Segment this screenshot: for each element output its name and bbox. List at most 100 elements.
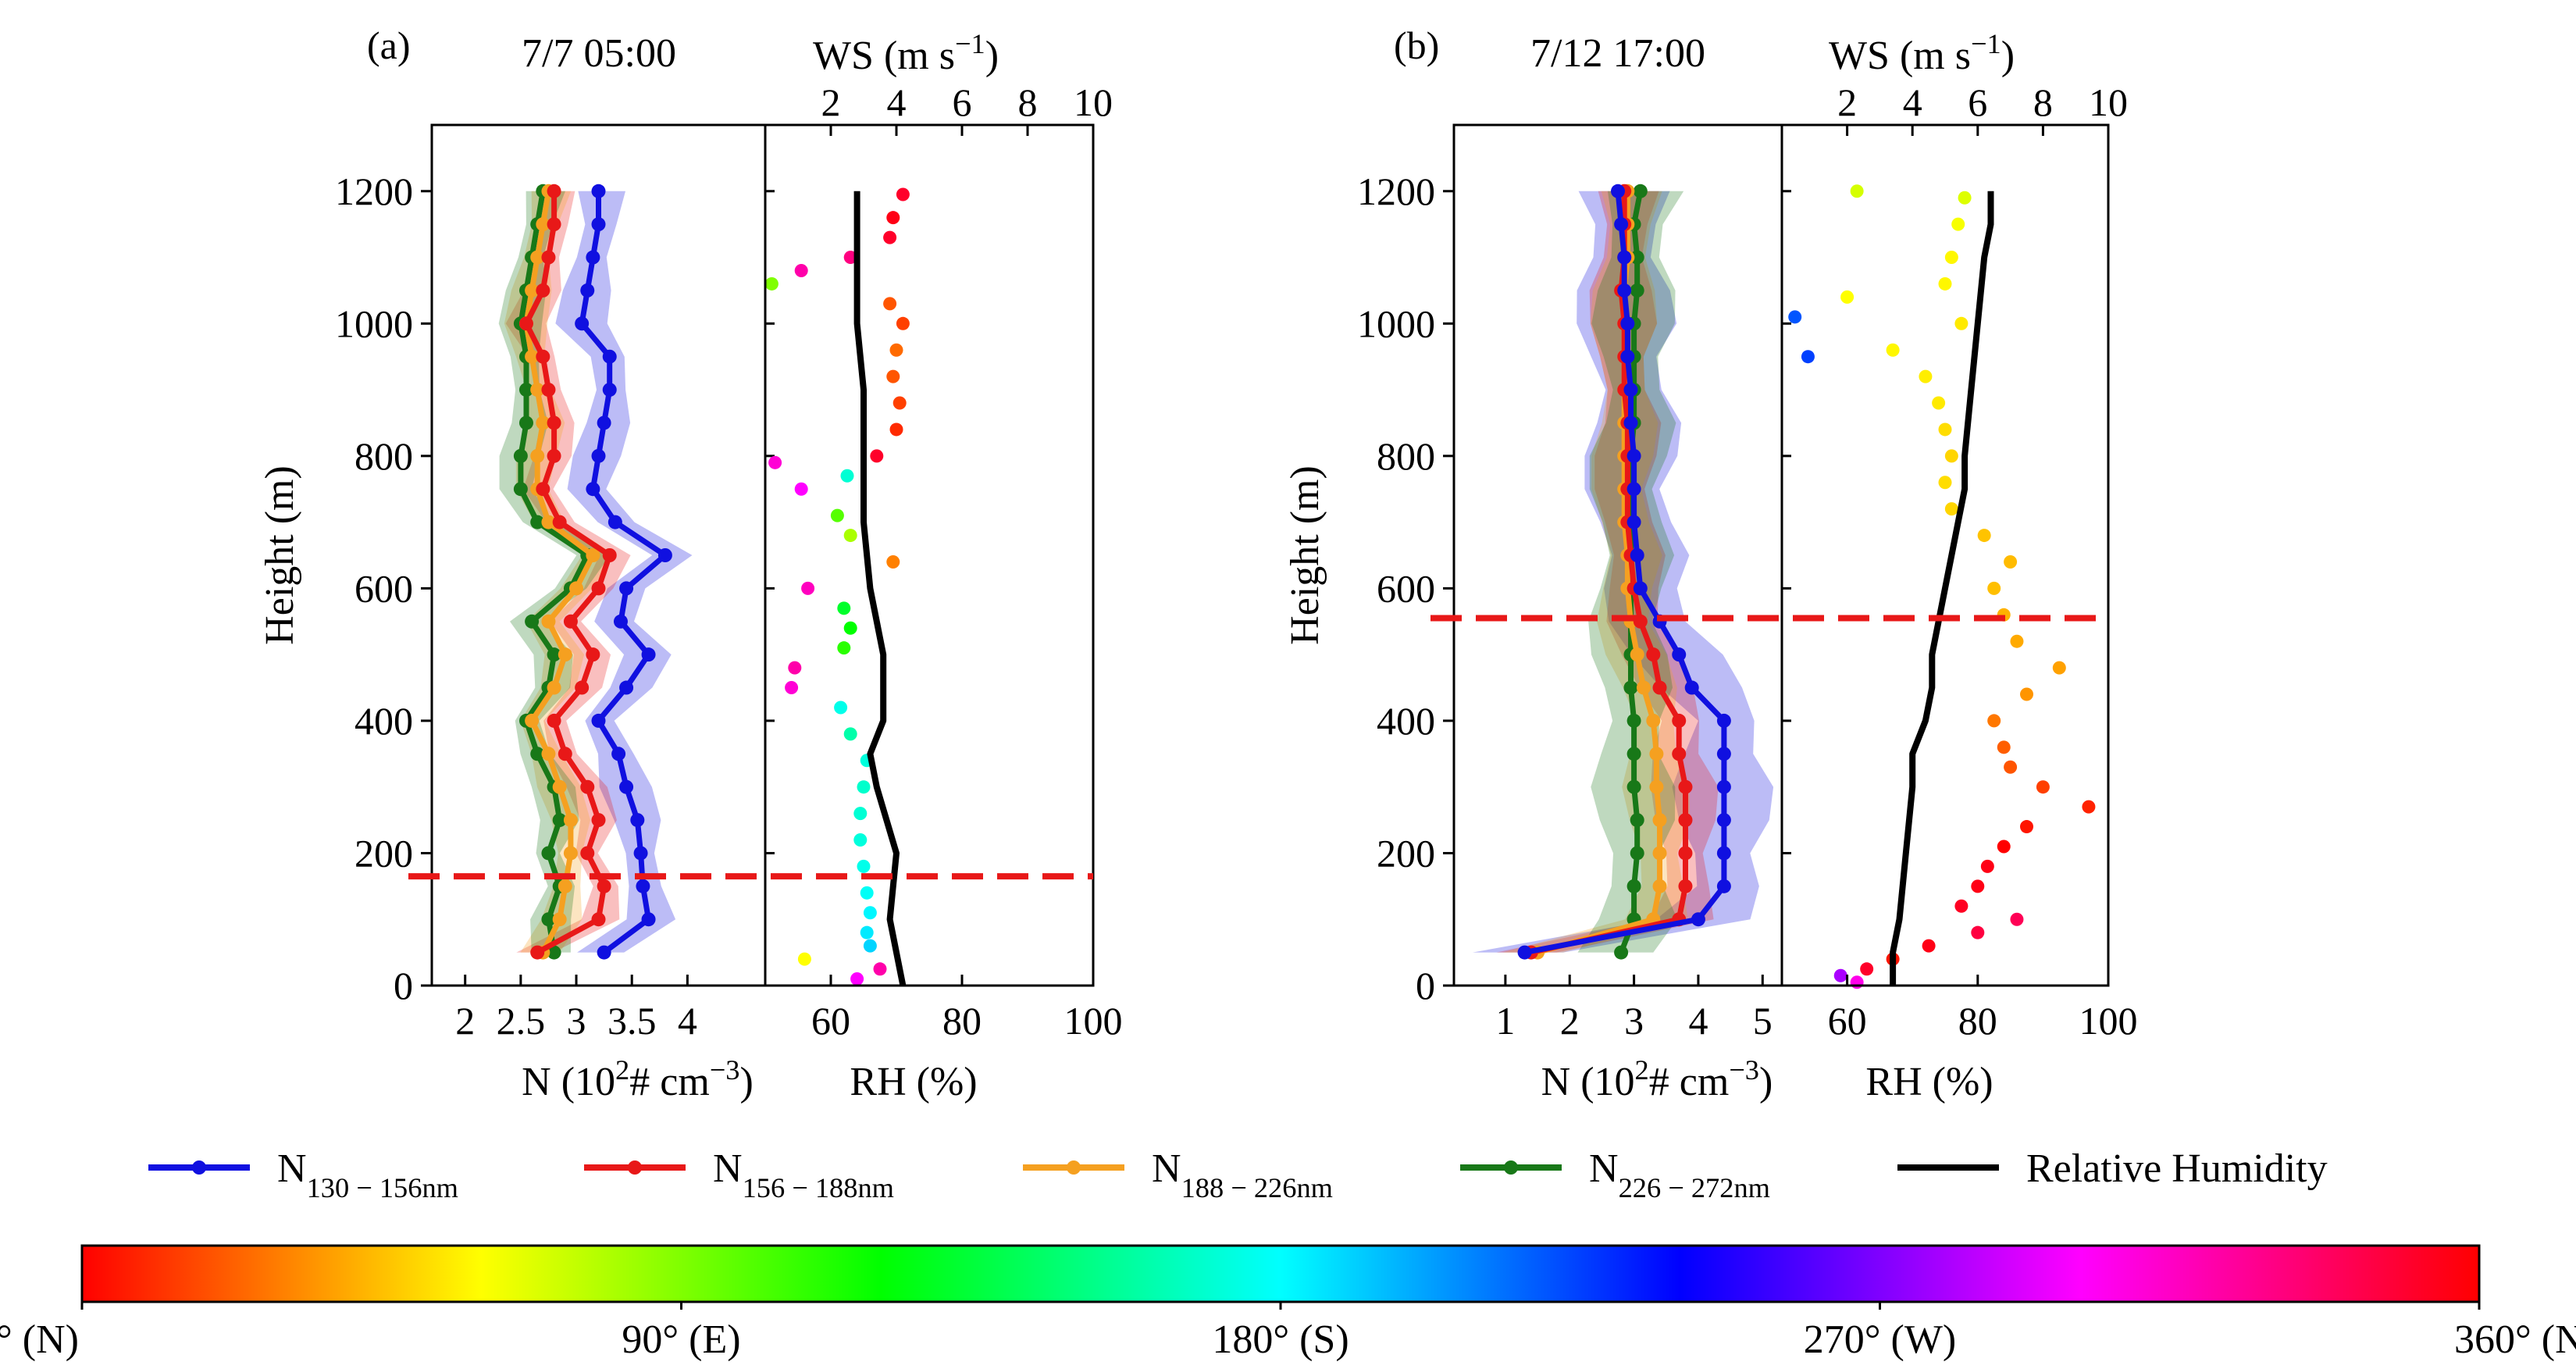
wind-speed-point — [889, 422, 903, 437]
data-point-n130 — [607, 515, 622, 529]
data-point-n156 — [580, 846, 595, 861]
legend-item-n156: N156 − 188nm — [584, 1146, 894, 1203]
panel-a: (a) 7/7 05:00 Height (m) 0 200 400 600 800 1000 1… — [258, 23, 1123, 1104]
data-point-n226 — [547, 945, 561, 960]
data-point-n156 — [558, 747, 572, 761]
data-point-n226 — [1626, 713, 1641, 728]
ws-tick-label: 8 — [2033, 80, 2053, 124]
wind-speed-point — [870, 449, 884, 463]
data-point-n156 — [1678, 779, 1693, 794]
data-point-n130 — [1617, 283, 1632, 298]
data-point-n188 — [586, 548, 600, 562]
rh-axis-label: RH (%) — [850, 1060, 977, 1104]
rh-tick-label: 80 — [1958, 999, 1997, 1043]
ws-tick-label: 6 — [1968, 80, 1987, 124]
band-n188 — [504, 191, 616, 953]
data-point-n130 — [591, 184, 606, 198]
data-point-n188 — [558, 647, 572, 662]
wind-speed-point — [2036, 780, 2050, 794]
wind-speed-point — [830, 508, 844, 522]
data-point-n130 — [591, 713, 606, 728]
wind-speed-point — [883, 230, 897, 244]
x-tick-label: 3.5 — [607, 999, 657, 1043]
data-point-n130 — [613, 614, 628, 629]
ws-tick-label: 10 — [2089, 80, 2128, 124]
ws-tick-label: 2 — [821, 80, 841, 124]
data-point-n130 — [597, 945, 611, 960]
rh-tick-label: 80 — [942, 999, 982, 1043]
legend-swatch-marker — [192, 1160, 206, 1175]
wind-speed-point — [863, 939, 877, 953]
wind-speed-point — [788, 661, 802, 675]
wind-speed-point — [1833, 968, 1847, 982]
rh-tick-label: 100 — [2079, 999, 2138, 1043]
wind-speed-point — [843, 251, 857, 265]
wind-speed-point — [1938, 276, 1952, 291]
data-point-n130 — [1716, 779, 1731, 794]
wind-speed-point — [896, 187, 910, 201]
colorbar: 0° (N) 90° (E) 180° (S) 270° (W) 360° (N) — [0, 1244, 2576, 1362]
wind-speed-point — [1954, 899, 1969, 913]
data-point-n226 — [1630, 813, 1644, 828]
data-point-n156 — [591, 581, 606, 596]
data-point-n226 — [530, 747, 545, 761]
wind-speed-point — [1850, 184, 1864, 198]
data-point-n188 — [541, 614, 556, 629]
wind-speed-point — [893, 396, 907, 410]
data-point-n156 — [1672, 747, 1687, 761]
data-point-n156 — [536, 283, 550, 298]
wind-speed-point — [840, 469, 854, 483]
panel-b: (b) 7/12 17:00 Height (m) 0 200 400 600 800 1000… — [1283, 23, 2138, 1104]
rh-axis-label: RH (%) — [1865, 1060, 1993, 1104]
data-point-n226 — [1633, 184, 1648, 198]
wind-speed-point — [2010, 912, 2024, 926]
rh-profile-line — [1890, 191, 1994, 986]
rh-profile-line — [853, 191, 907, 986]
wind-speed-point — [1922, 939, 1936, 953]
data-point-n130 — [580, 283, 595, 298]
wind-speed-point — [886, 211, 900, 225]
data-point-n188 — [530, 250, 545, 265]
wind-speed-point — [860, 886, 874, 900]
wind-speed-point — [1944, 502, 1958, 516]
wind-speed-point — [1997, 840, 2011, 854]
wind-speed-point — [1944, 251, 1958, 265]
data-point-n188 — [525, 283, 540, 298]
wind-speed-point — [853, 833, 868, 847]
legend-item-rh: Relative Humidity — [1897, 1146, 2328, 1191]
data-point-n188 — [563, 846, 578, 861]
wind-speed-point — [889, 343, 903, 357]
data-point-n226 — [552, 813, 567, 828]
wind-speed-point — [1980, 859, 1994, 873]
legend-label: Relative Humidity — [2026, 1146, 2328, 1191]
data-point-n130 — [633, 846, 648, 861]
ws-tick-label: 4 — [887, 80, 907, 124]
wind-speed-point — [2004, 760, 2018, 774]
colorbar-tick-label: 360° (N) — [2454, 1317, 2576, 1362]
wind-speed-point — [1997, 740, 2011, 754]
data-point-n130 — [1620, 316, 1635, 331]
data-point-n188 — [1636, 680, 1651, 695]
data-point-n130 — [1623, 383, 1638, 398]
wind-speed-point — [843, 727, 857, 741]
wind-speed-point — [1987, 714, 2001, 728]
data-point-n130 — [1716, 713, 1731, 728]
panel-label: (a) — [367, 23, 411, 67]
wind-speed-point — [2020, 820, 2033, 834]
data-point-n226 — [513, 448, 528, 463]
wind-speed-point — [1951, 217, 1965, 231]
legend-item-n130: N130 − 156nm — [148, 1146, 458, 1203]
data-point-n156 — [586, 647, 600, 662]
data-point-n188 — [1630, 647, 1644, 662]
data-point-n156 — [547, 217, 561, 232]
data-point-n156 — [547, 713, 561, 728]
band-n130 — [555, 191, 693, 953]
wind-speed-point — [1977, 529, 1991, 543]
data-point-n156 — [536, 349, 550, 364]
wind-speed-point — [837, 601, 851, 615]
y-tick-label: 1000 — [1357, 301, 1435, 345]
data-point-n226 — [518, 415, 533, 430]
data-point-n226 — [1626, 879, 1641, 893]
rh-tick-label: 60 — [811, 999, 850, 1043]
